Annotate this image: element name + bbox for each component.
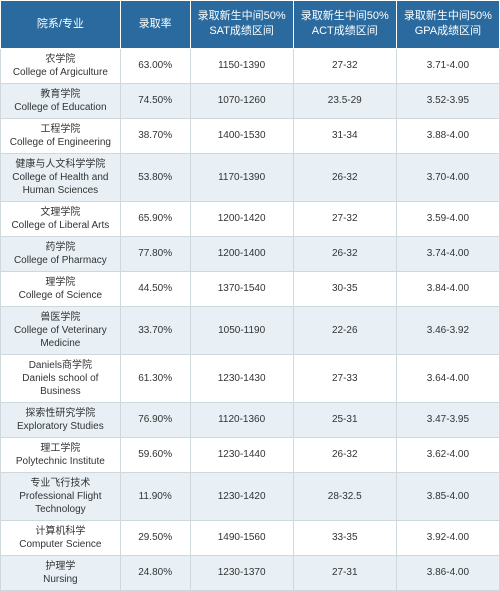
cell-rate: 24.80%: [120, 555, 190, 590]
cell-department: 专业飞行技术 Professional Flight Technology: [1, 472, 121, 520]
table-body: 农学院 College of Argiculture63.00%1150-139…: [1, 48, 500, 590]
cell-rate: 77.80%: [120, 236, 190, 271]
cell-rate: 63.00%: [120, 48, 190, 83]
cell-sat: 1230-1420: [190, 472, 293, 520]
cell-sat: 1230-1440: [190, 437, 293, 472]
cell-department: 文理学院 College of Liberal Arts: [1, 201, 121, 236]
cell-sat: 1200-1400: [190, 236, 293, 271]
cell-act: 25-31: [293, 402, 396, 437]
cell-gpa: 3.92-4.00: [396, 520, 499, 555]
cell-sat: 1070-1260: [190, 83, 293, 118]
cell-department: 护理学 Nursing: [1, 555, 121, 590]
cell-sat: 1370-1540: [190, 271, 293, 306]
table-row: 药学院 College of Pharmacy77.80%1200-140026…: [1, 236, 500, 271]
cell-gpa: 3.85-4.00: [396, 472, 499, 520]
cell-rate: 74.50%: [120, 83, 190, 118]
header-department: 院系/专业: [1, 1, 121, 49]
cell-gpa: 3.70-4.00: [396, 153, 499, 201]
cell-rate: 38.70%: [120, 118, 190, 153]
cell-rate: 76.90%: [120, 402, 190, 437]
cell-gpa: 3.46-3.92: [396, 306, 499, 354]
cell-rate: 59.60%: [120, 437, 190, 472]
admissions-table: 院系/专业 录取率 录取新生中间50% SAT成绩区间 录取新生中间50% AC…: [0, 0, 500, 591]
cell-gpa: 3.71-4.00: [396, 48, 499, 83]
cell-department: 理工学院 Polytechnic Institute: [1, 437, 121, 472]
cell-gpa: 3.88-4.00: [396, 118, 499, 153]
cell-department: 教育学院 College of Education: [1, 83, 121, 118]
cell-gpa: 3.62-4.00: [396, 437, 499, 472]
cell-department: 理学院 College of Science: [1, 271, 121, 306]
cell-act: 27-31: [293, 555, 396, 590]
cell-gpa: 3.74-4.00: [396, 236, 499, 271]
cell-act: 30-35: [293, 271, 396, 306]
table-row: Daniels商学院 Daniels school of Business61.…: [1, 354, 500, 402]
table-row: 教育学院 College of Education74.50%1070-1260…: [1, 83, 500, 118]
cell-act: 26-32: [293, 236, 396, 271]
cell-rate: 44.50%: [120, 271, 190, 306]
cell-sat: 1230-1430: [190, 354, 293, 402]
cell-act: 23.5-29: [293, 83, 396, 118]
cell-sat: 1150-1390: [190, 48, 293, 83]
cell-gpa: 3.86-4.00: [396, 555, 499, 590]
cell-sat: 1230-1370: [190, 555, 293, 590]
table-row: 专业飞行技术 Professional Flight Technology11.…: [1, 472, 500, 520]
cell-sat: 1400-1530: [190, 118, 293, 153]
cell-gpa: 3.59-4.00: [396, 201, 499, 236]
cell-department: 药学院 College of Pharmacy: [1, 236, 121, 271]
cell-department: 健康与人文科学学院 College of Health and Human Sc…: [1, 153, 121, 201]
table-row: 护理学 Nursing24.80%1230-137027-313.86-4.00: [1, 555, 500, 590]
cell-department: 农学院 College of Argiculture: [1, 48, 121, 83]
cell-act: 27-32: [293, 48, 396, 83]
cell-rate: 65.90%: [120, 201, 190, 236]
cell-rate: 29.50%: [120, 520, 190, 555]
header-sat: 录取新生中间50% SAT成绩区间: [190, 1, 293, 49]
table-row: 理工学院 Polytechnic Institute59.60%1230-144…: [1, 437, 500, 472]
cell-act: 28-32.5: [293, 472, 396, 520]
cell-act: 26-32: [293, 153, 396, 201]
table-row: 农学院 College of Argiculture63.00%1150-139…: [1, 48, 500, 83]
table-row: 工程学院 College of Engineering38.70%1400-15…: [1, 118, 500, 153]
cell-gpa: 3.64-4.00: [396, 354, 499, 402]
cell-act: 31-34: [293, 118, 396, 153]
cell-act: 22-26: [293, 306, 396, 354]
cell-gpa: 3.47-3.95: [396, 402, 499, 437]
cell-rate: 33.70%: [120, 306, 190, 354]
cell-sat: 1200-1420: [190, 201, 293, 236]
cell-department: Daniels商学院 Daniels school of Business: [1, 354, 121, 402]
cell-rate: 61.30%: [120, 354, 190, 402]
table-row: 健康与人文科学学院 College of Health and Human Sc…: [1, 153, 500, 201]
cell-act: 26-32: [293, 437, 396, 472]
table-row: 文理学院 College of Liberal Arts65.90%1200-1…: [1, 201, 500, 236]
cell-gpa: 3.52-3.95: [396, 83, 499, 118]
cell-gpa: 3.84-4.00: [396, 271, 499, 306]
header-act: 录取新生中间50% ACT成绩区间: [293, 1, 396, 49]
cell-sat: 1050-1190: [190, 306, 293, 354]
cell-department: 计算机科学 Computer Science: [1, 520, 121, 555]
header-gpa: 录取新生中间50% GPA成绩区间: [396, 1, 499, 49]
table-row: 计算机科学 Computer Science29.50%1490-156033-…: [1, 520, 500, 555]
cell-act: 33-35: [293, 520, 396, 555]
cell-sat: 1120-1360: [190, 402, 293, 437]
table-header: 院系/专业 录取率 录取新生中间50% SAT成绩区间 录取新生中间50% AC…: [1, 1, 500, 49]
cell-rate: 53.80%: [120, 153, 190, 201]
table-row: 兽医学院 College of Veterinary Medicine33.70…: [1, 306, 500, 354]
table-row: 探索性研究学院 Exploratory Studies76.90%1120-13…: [1, 402, 500, 437]
cell-department: 探索性研究学院 Exploratory Studies: [1, 402, 121, 437]
cell-sat: 1170-1390: [190, 153, 293, 201]
cell-sat: 1490-1560: [190, 520, 293, 555]
cell-act: 27-33: [293, 354, 396, 402]
cell-department: 兽医学院 College of Veterinary Medicine: [1, 306, 121, 354]
table-row: 理学院 College of Science44.50%1370-154030-…: [1, 271, 500, 306]
header-rate: 录取率: [120, 1, 190, 49]
cell-department: 工程学院 College of Engineering: [1, 118, 121, 153]
cell-act: 27-32: [293, 201, 396, 236]
cell-rate: 11.90%: [120, 472, 190, 520]
